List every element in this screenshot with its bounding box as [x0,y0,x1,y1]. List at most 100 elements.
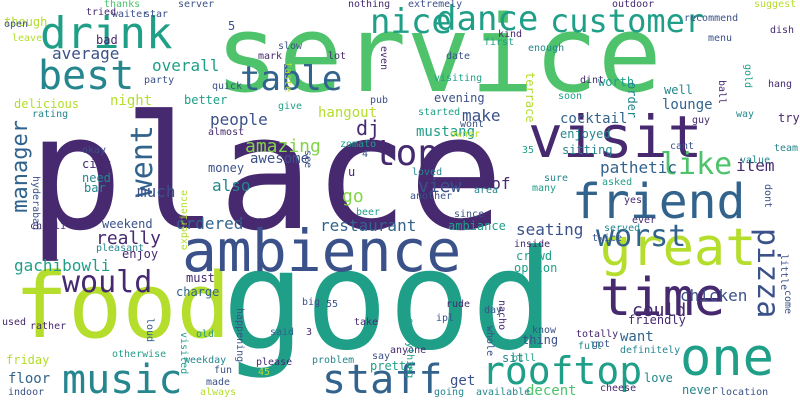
word-ball: ball [716,80,727,105]
word-one: one [680,328,774,388]
word-know: know [532,325,557,336]
word-inside: inside [514,239,551,250]
word-top: top [374,133,440,174]
word-enough: enough [528,43,565,54]
word-totally: totally [576,329,619,340]
word-going: going [434,387,465,398]
word-even: even [378,46,389,71]
word-available: available [476,387,531,398]
word-ever: ever [632,215,657,226]
word-mark: mark [258,51,283,62]
word-like: like [660,147,733,182]
word-fun: fun [214,365,233,376]
word-great: great [600,218,757,278]
word-lounge: lounge [662,97,713,113]
word-pathetic: pathetic [600,158,678,177]
word-anyone: anyone [390,345,427,356]
word-awesome: awesome [250,151,310,167]
word-roof: roof [472,174,511,193]
word-4: 4 [362,149,369,160]
word-way: way [736,109,755,120]
word-waiter: waiter [112,9,149,20]
word-since: since [454,209,485,220]
word-rude: rude [446,299,471,310]
word-tried: tried [86,7,117,18]
word-charge: charge [176,285,220,299]
word-really: really [96,228,162,249]
word-dint: dint [580,75,605,86]
word-soon: soon [558,91,583,102]
word-visit: visit [528,103,703,171]
word-said: said [270,327,295,338]
word-cheese: cheese [600,383,637,394]
word-floor: floor [8,371,51,387]
word-visiting: visiting [434,73,483,84]
word-could: could [632,300,687,321]
word-hangout: hangout [318,105,378,121]
word-sit: sit [502,351,524,365]
word-view: view [418,176,462,197]
word-first: first [484,37,515,48]
word-area: area [474,185,499,196]
word-get: get [450,373,476,389]
word-thing: thing [522,333,559,347]
word-35: 35 [522,145,535,156]
word-yes: yes [624,195,643,206]
word-recommend: recommend [684,13,739,24]
word-dj: dj [356,116,381,140]
word-manager: manager [8,120,33,213]
word-guy: guy [692,115,711,126]
word-nacho: nacho [496,300,507,331]
word-server: server [178,0,215,10]
word-sitting: sitting [562,143,613,157]
word-nice: nice [370,2,452,42]
word-never: never [682,383,719,397]
word-seating: seating [516,220,584,239]
word-service: service [215,0,662,116]
word-delicious: delicious [14,97,80,111]
word-go: go [342,186,364,207]
word-beer: beer [356,207,381,218]
word-indoor: indoor [8,387,45,398]
word-chicken: chicken [680,286,748,305]
word-people: people [210,110,268,129]
word-gold: gold [742,64,753,89]
word-overall: overall [152,56,220,75]
word-must: must [186,271,215,285]
word-visited: visited [178,332,189,375]
word-okay: okay [82,145,107,156]
word-nothing: nothing [348,0,391,10]
word-place: place [28,82,504,266]
word-rather: rather [30,321,67,332]
word-order: order [625,82,639,119]
word-say: say [372,351,391,362]
word-made: made [206,377,231,388]
word-kind: kind [498,29,523,40]
word-wont: wont [460,119,485,130]
word-good: good [222,220,555,381]
word-used: used [2,317,27,328]
word-loved: loved [412,167,443,178]
word-weekday: weekday [184,355,227,366]
word-would: would [62,265,153,300]
word-decent: decent [526,383,577,399]
word-always: always [200,387,237,398]
word-started: started [418,107,461,118]
word-take: take [354,317,379,328]
word-night: night [110,93,153,109]
word-mustang: mustang [416,124,476,140]
word-loud: loud [144,318,155,343]
word-average: average [52,44,120,63]
word-dont: dont [762,184,773,209]
word-terrace: terrace [523,72,537,123]
word-drink: drink [40,8,173,59]
word-twice: twice [592,233,623,244]
word-worth: worth [598,75,635,89]
word-extremely: extremely [408,0,463,10]
word-hang: hang [768,79,793,90]
word-taste: taste [282,62,293,93]
word-date: date [446,51,471,62]
word-55: 55 [326,299,339,310]
word-slow: slow [278,41,303,52]
word-leave: leave [12,33,43,44]
